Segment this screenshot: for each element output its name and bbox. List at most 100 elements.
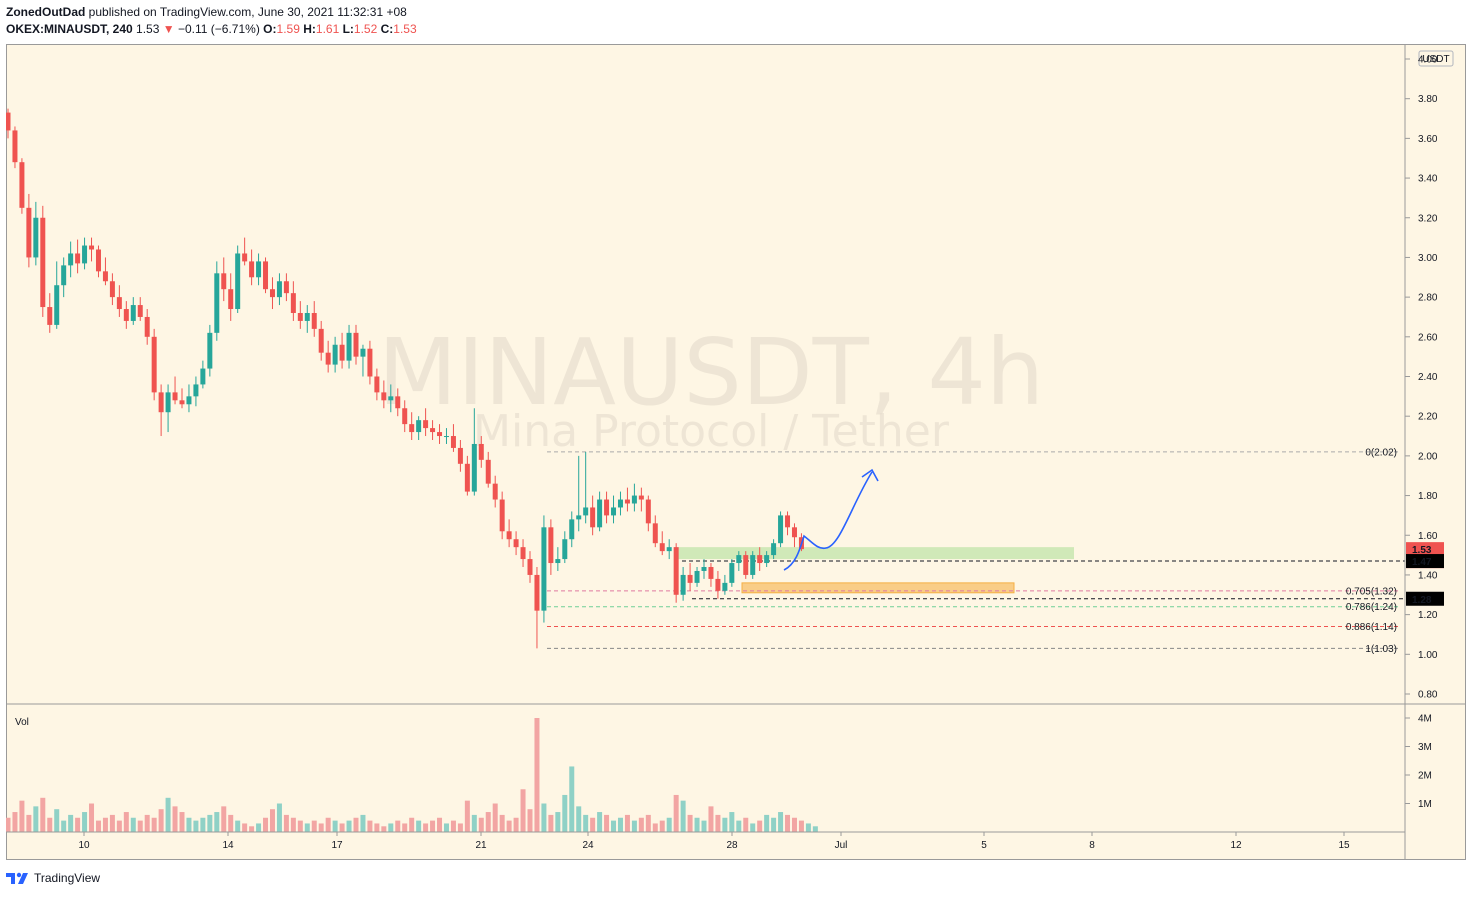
volume-bar (701, 820, 707, 832)
candle-body (318, 328, 324, 353)
candle-body (562, 539, 568, 560)
time-tick-label: 14 (222, 840, 234, 851)
candle-body (381, 392, 387, 401)
currency-box[interactable] (1418, 50, 1454, 67)
candle-body (617, 499, 623, 508)
volume-bar (520, 789, 526, 832)
candle-body (604, 499, 610, 516)
candle-body (179, 400, 185, 405)
candle-body (687, 574, 693, 583)
volume-bar (443, 823, 449, 832)
candle-body (82, 245, 88, 264)
candle-body (102, 271, 108, 282)
candle-body (464, 463, 470, 492)
candle-body (576, 515, 582, 520)
volume-bar (576, 806, 582, 832)
candle-body (645, 499, 651, 524)
candle-body (395, 396, 401, 409)
volume-bar (89, 803, 95, 832)
volume-bar (116, 820, 122, 832)
author-name[interactable]: ZonedOutDad (6, 5, 86, 19)
volume-bar (172, 806, 178, 832)
volume-bar (381, 826, 387, 832)
candle-body (75, 253, 81, 264)
volume-bar (269, 809, 275, 832)
volume-bar (729, 812, 735, 832)
volume-bar (569, 766, 575, 832)
price-tick-label: 2.40 (1418, 372, 1438, 383)
candle-body (499, 499, 505, 532)
candle-body (186, 396, 192, 405)
candle-body (638, 495, 644, 500)
volume-bar (750, 823, 756, 832)
symbol-label: OKEX:MINAUSDT, 240 (6, 22, 133, 36)
volume-tick-label: 2M (1418, 771, 1432, 782)
volume-bar (346, 820, 352, 832)
volume-bar (506, 820, 512, 832)
price-tick-label: 3.80 (1418, 94, 1438, 105)
price-chart[interactable]: MINAUSDT, 4h Mina Protocol / Tether 0(2.… (6, 44, 1466, 860)
volume-bar (193, 820, 199, 832)
candle-body (283, 281, 289, 294)
candle-body (771, 543, 777, 556)
candle-body (346, 332, 352, 361)
candle-body (374, 376, 380, 393)
footer: TradingView (6, 871, 100, 885)
candle-body (207, 332, 213, 369)
volume-bar (158, 809, 164, 832)
volume-bar (367, 820, 373, 832)
volume-bar (583, 814, 589, 832)
candle-body (256, 261, 262, 278)
time-tick-label: 21 (475, 840, 487, 851)
volume-bar (123, 812, 129, 832)
candle-body (290, 293, 296, 313)
currency-label: USDT (1422, 54, 1449, 65)
volume-bar (137, 820, 143, 832)
candle-body (409, 424, 415, 433)
candle-body (19, 162, 25, 208)
candle-body (263, 261, 269, 290)
projection-arrowhead-icon (861, 468, 879, 482)
candle-body (437, 432, 443, 437)
candle-body (430, 428, 436, 433)
candle-body (12, 130, 18, 163)
price-tick-label: 3.00 (1418, 253, 1438, 264)
candle-body (450, 436, 456, 448)
candle-body (109, 281, 115, 298)
candle-body (360, 348, 366, 357)
candle-body (611, 507, 617, 516)
candle-body (367, 348, 373, 377)
volume-bar (757, 820, 763, 832)
volume-bar (276, 803, 282, 832)
high-value: 1.61 (315, 22, 340, 36)
volume-bar (75, 817, 81, 832)
volume-bar (68, 814, 74, 832)
volume-bar (165, 797, 171, 832)
volume-bar (318, 823, 324, 832)
candle-body (26, 207, 32, 258)
candle-body (673, 547, 679, 595)
volume-bar (144, 814, 150, 832)
candle-body (520, 547, 526, 560)
volume-bar (562, 794, 568, 832)
volume-bar (687, 814, 693, 832)
volume-bar (33, 806, 39, 832)
candle-body (457, 447, 463, 464)
candle-body (304, 313, 310, 321)
watermark-symbol: MINAUSDT, 4h (378, 319, 1044, 426)
volume-bar (798, 820, 804, 832)
volume-bar (492, 803, 498, 832)
volume-bar (151, 817, 157, 832)
volume-tick-label: 4M (1418, 714, 1432, 725)
candle-body (750, 555, 756, 575)
tradingview-logo-icon[interactable] (6, 871, 30, 885)
price-tick-label: 3.60 (1418, 134, 1438, 145)
footer-brand[interactable]: TradingView (34, 871, 101, 885)
candle-body (269, 289, 275, 298)
candle-body (61, 265, 67, 286)
candle-body (144, 316, 150, 337)
volume-bar (235, 820, 241, 832)
candle-body (590, 507, 596, 528)
volume-bar (283, 814, 289, 832)
volume-bar (736, 820, 742, 832)
